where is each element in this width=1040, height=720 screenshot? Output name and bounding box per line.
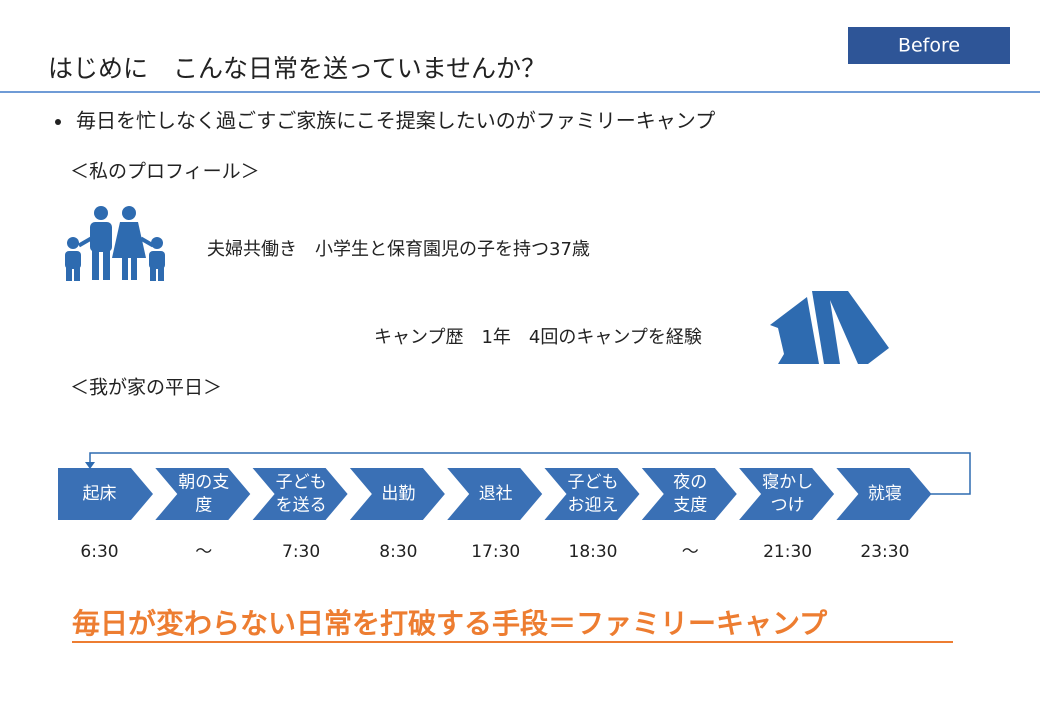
conclusion: 毎日が変わらない日常を打破する手段＝ファミリーキャンプ [72, 607, 828, 640]
step-arrow [252, 468, 348, 520]
loop-arrow-head [85, 462, 95, 469]
title: はじめに こんな日常を送っていませんか？ [48, 54, 546, 83]
step-time: ～ [195, 542, 212, 562]
badge: Before [898, 35, 960, 57]
step-label: 度 [195, 496, 212, 516]
step-arrow [58, 468, 153, 520]
step-label: を送る [276, 496, 327, 516]
step-time: 6:30 [80, 542, 118, 562]
step-label: 夜の [673, 473, 707, 493]
step-label: 就寝 [868, 483, 902, 504]
step-label: 朝の支 [178, 473, 229, 493]
loop-arrow [89, 452, 971, 495]
step-time: 7:30 [282, 542, 320, 562]
step-label: 出勤 [381, 484, 415, 504]
step-time: 23:30 [860, 542, 909, 562]
profile-heading: ＜私のプロフィール＞ [70, 161, 260, 183]
step-arrow [641, 468, 737, 520]
step-time: 18:30 [569, 542, 618, 562]
bullet: 毎日を忙しなく過ごすご家族にこそ提案したいのがファミリーキャンプ [76, 109, 715, 133]
step-label: 起床 [83, 484, 117, 504]
step-arrow [155, 468, 251, 520]
weekday-heading: ＜我が家の平日＞ [70, 377, 222, 399]
tent-icon [770, 291, 889, 364]
step-label: お迎え [568, 496, 619, 516]
step-label: 子ども [568, 473, 619, 493]
step-arrow [836, 468, 932, 520]
step-arrow [349, 468, 445, 520]
step-arrow [544, 468, 640, 520]
family-icon [65, 206, 165, 281]
step-label: 寝かし [762, 472, 813, 493]
step-time: ～ [682, 542, 699, 562]
step-label: 退社 [479, 484, 513, 504]
profile-camp: キャンプ歴 1年 4回のキャンプを経験 [374, 327, 702, 348]
badge-box [848, 27, 1010, 64]
step-label: 子ども [276, 473, 327, 493]
step-time: 8:30 [379, 542, 417, 562]
step-arrow [739, 468, 835, 520]
step-time: 17:30 [471, 542, 520, 562]
step-label: 支度 [673, 496, 707, 516]
bullet-dot [55, 119, 61, 125]
step-label: つけ [771, 496, 805, 516]
step-arrow [447, 468, 543, 520]
profile-family: 夫婦共働き 小学生と保育園児の子を持つ37歳 [207, 239, 590, 260]
step-time: 21:30 [763, 542, 812, 562]
